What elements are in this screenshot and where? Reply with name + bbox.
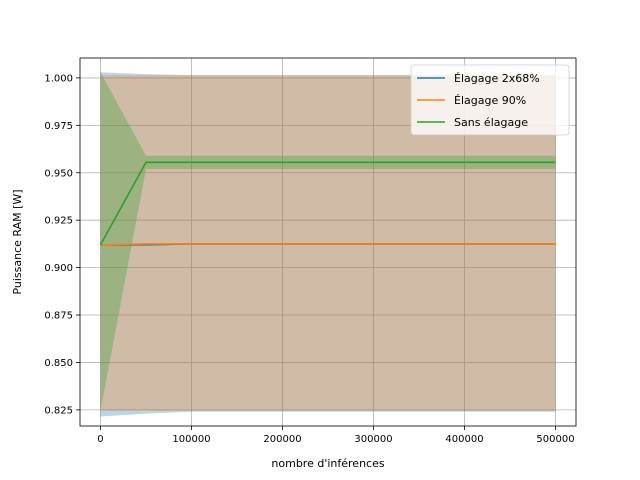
legend: Élagage 2x68% Élagage 90% Sans élagage [410,64,570,136]
confidence-band-2 [100,72,556,411]
legend-label-1: Élagage 90% [454,94,526,107]
x-tick-label: 200000 [263,434,301,445]
confidence-band-1 [100,75,556,411]
y-tick-label: 1.000 [44,73,73,84]
plot-frame [79,57,577,427]
legend-label-2: Sans élagage [454,116,528,129]
y-tick-label: 0.975 [44,121,73,132]
x-tick-label: 400000 [445,434,483,445]
y-tick-label: 0.900 [44,263,73,274]
y-axis-ticks: 0.825 0.850 0.875 0.900 0.925 0.950 0.975 1.000 [44,73,80,416]
legend-label-0: Élagage 2x68% [454,72,540,85]
x-axis-ticks: 0 100000 200000 300000 400000 500000 [97,426,575,445]
x-axis-label: nombre d'inférences [271,457,384,470]
confidence-bands [100,72,556,417]
x-tick-label: 500000 [536,434,574,445]
y-tick-label: 0.850 [44,358,73,369]
y-tick-label: 0.875 [44,311,73,322]
y-tick-label: 0.825 [44,405,73,416]
y-tick-label: 0.950 [44,168,73,179]
x-tick-label: 0 [97,434,103,445]
series-line-1 [100,243,556,246]
x-tick-label: 300000 [354,434,392,445]
x-tick-label: 100000 [172,434,210,445]
series-line-2 [99,161,556,246]
legend-box [410,64,570,136]
y-tick-label: 0.925 [44,216,73,227]
y-axis-label: Puissance RAM [W] [11,189,24,294]
series-lines [99,161,556,246]
